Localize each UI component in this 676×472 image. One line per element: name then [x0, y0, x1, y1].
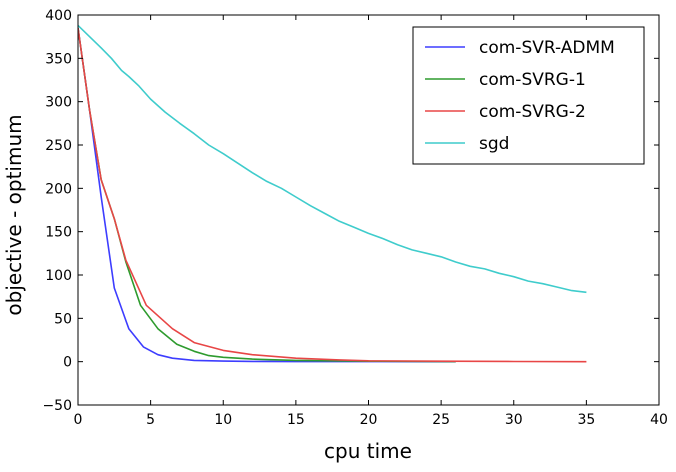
y-tick-label: −50: [42, 398, 72, 414]
y-tick-label: 400: [45, 8, 72, 24]
y-tick-label: 0: [63, 355, 72, 371]
legend-label: sgd: [479, 134, 509, 154]
y-tick-label: 250: [45, 138, 72, 154]
x-tick-label: 10: [214, 412, 232, 428]
y-tick-label: 200: [45, 181, 72, 197]
series-group: [78, 24, 587, 363]
x-tick-label: 40: [650, 412, 668, 428]
legend-label: com-SVRG-2: [479, 102, 586, 122]
legend-box: [412, 26, 645, 165]
x-axis-label: cpu time: [324, 439, 412, 463]
x-tick-label: 15: [287, 412, 305, 428]
y-tick-label: 300: [45, 95, 72, 111]
series-line-com-SVR-ADMM: [78, 27, 456, 363]
y-tick-label: 100: [45, 268, 72, 284]
y-tick-label: 50: [54, 311, 72, 327]
series-line-com-SVRG-2: [78, 27, 587, 363]
legend-label: com-SVRG-1: [479, 70, 586, 90]
x-tick-label: 30: [505, 412, 523, 428]
x-tick-label: 20: [360, 412, 378, 428]
x-tick-label: 35: [577, 412, 595, 428]
x-tick-label: 5: [146, 412, 155, 428]
x-tick-label: 25: [432, 412, 450, 428]
series-line-com-SVRG-1: [78, 27, 456, 363]
y-tick-label: 350: [45, 51, 72, 67]
series-line-sgd: [78, 24, 587, 294]
legend-label: com-SVR-ADMM: [479, 38, 615, 58]
y-axis-label: objective - optimum: [2, 114, 26, 315]
y-tick-label: 150: [45, 225, 72, 241]
x-tick-label: 0: [74, 412, 83, 428]
